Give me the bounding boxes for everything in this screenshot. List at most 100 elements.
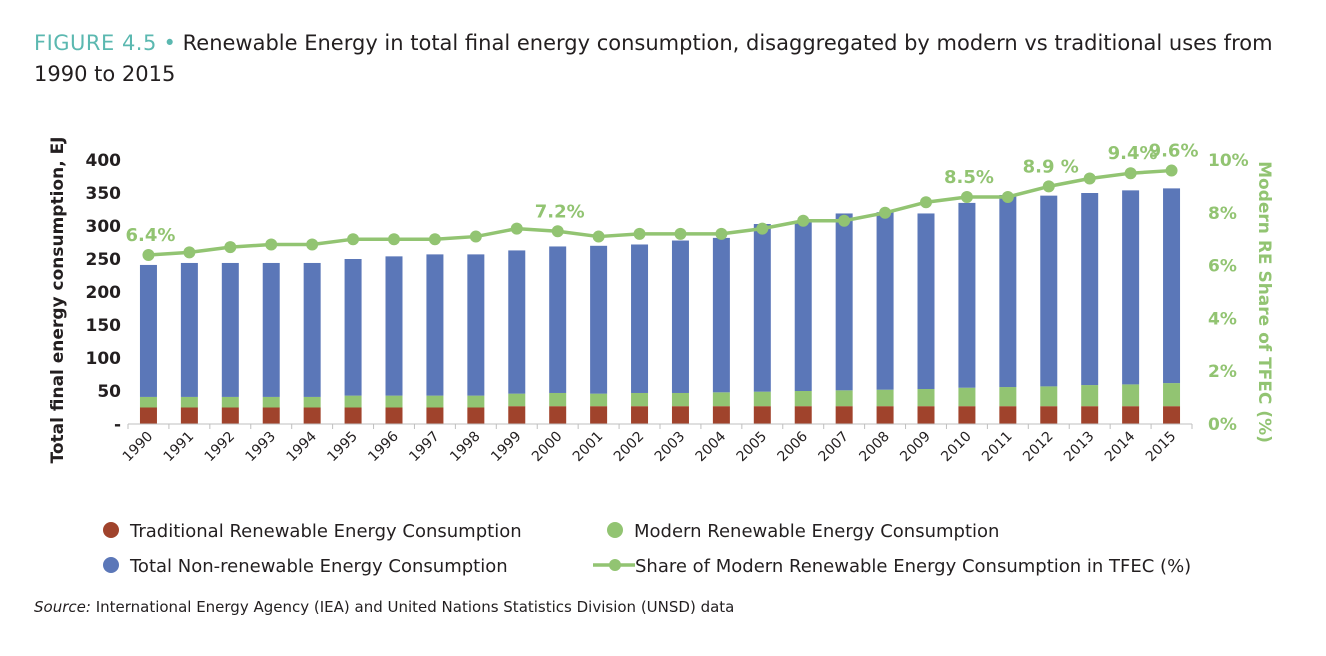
- share-point: [879, 206, 892, 219]
- x-tick-label: 2006: [775, 428, 812, 465]
- share-point: [306, 238, 319, 251]
- legend-traditional-marker: [103, 522, 119, 538]
- legend-traditional-label: Traditional Renewable Energy Consumption: [129, 521, 522, 542]
- bar-traditional: [180, 407, 198, 424]
- bar-modern: [671, 392, 689, 407]
- x-tick-label: 2014: [1102, 428, 1139, 465]
- bar-traditional: [712, 406, 730, 424]
- legend-non-renewable-marker: [103, 557, 119, 573]
- share-data-label: 7.2%: [535, 201, 585, 222]
- x-ticks: 1990 1991 1992 1993 1994 1995 1996 1997 1998 1999…: [120, 428, 1180, 465]
- x-tick-label: 2015: [1143, 429, 1180, 466]
- bar-non-renewable: [590, 245, 608, 394]
- bar-non-renewable: [876, 212, 894, 390]
- y-tick-label-left: 300: [86, 217, 122, 237]
- share-point: [674, 227, 687, 240]
- x-tick-label: 1996: [365, 428, 402, 465]
- bar-non-renewable: [221, 262, 239, 397]
- share-point: [183, 246, 196, 259]
- bar-non-renewable: [180, 262, 198, 397]
- y-tick-label-right: 8%: [1208, 204, 1237, 224]
- bar-non-renewable: [794, 220, 812, 391]
- bar-non-renewable: [467, 254, 485, 396]
- share-point: [469, 230, 482, 243]
- x-tick-label: 2011: [979, 429, 1016, 466]
- title-separator: •: [163, 31, 176, 55]
- bar-traditional: [590, 406, 608, 424]
- share-point: [756, 222, 769, 235]
- bar-modern: [876, 389, 894, 407]
- share-data-label: 9.6%: [1149, 141, 1199, 162]
- bar-non-renewable: [139, 264, 157, 397]
- bar-non-renewable: [344, 259, 362, 396]
- bar-non-renewable: [426, 254, 444, 396]
- x-tick-label: 1994: [283, 428, 320, 465]
- share-data-label: 8.5%: [944, 167, 994, 188]
- y-axis-label-right: Modern RE Share of TFEC (%): [1254, 161, 1274, 443]
- share-point: [347, 233, 360, 246]
- share-point: [715, 227, 728, 240]
- share-point: [224, 241, 237, 254]
- bar-non-renewable: [631, 244, 649, 393]
- bar-non-renewable: [999, 194, 1017, 388]
- bar-traditional: [303, 407, 321, 424]
- x-tick-label: 1999: [488, 429, 525, 466]
- x-tick-label: 1993: [243, 429, 280, 466]
- x-tick-label: 1990: [120, 429, 157, 466]
- bar-modern: [1040, 386, 1058, 407]
- bar-non-renewable: [385, 256, 403, 396]
- bar-modern: [1163, 383, 1181, 407]
- x-tick-label: 2007: [815, 429, 852, 466]
- share-point: [265, 238, 278, 251]
- x-tick-label: 2001: [570, 429, 607, 466]
- bar-traditional: [508, 406, 526, 424]
- bar-modern: [139, 396, 157, 408]
- x-tick-label: 1997: [406, 429, 443, 466]
- share-point: [1042, 180, 1055, 193]
- share-line: [142, 164, 1178, 262]
- y-tick-label-left: 50: [97, 382, 121, 402]
- bar-traditional: [385, 407, 403, 424]
- bar-traditional: [958, 406, 976, 424]
- bar-non-renewable: [917, 213, 935, 390]
- bar-traditional: [139, 407, 157, 424]
- bar-modern: [631, 392, 649, 407]
- share-point: [1124, 167, 1137, 180]
- y-tick-label-left: 400: [86, 151, 122, 171]
- share-point: [1165, 164, 1178, 177]
- bar-modern: [467, 395, 485, 408]
- bar-modern: [753, 391, 771, 407]
- bar-modern: [712, 392, 730, 407]
- x-tick-label: 1992: [202, 429, 239, 466]
- bar-modern: [1122, 384, 1140, 407]
- x-tick-label: 2005: [734, 429, 771, 466]
- bar-traditional: [549, 406, 567, 424]
- share-point: [797, 214, 810, 227]
- legend-non-renewable-label: Total Non-renewable Energy Consumption: [129, 556, 508, 577]
- x-tick-label: 2010: [938, 429, 975, 466]
- bar-modern: [221, 396, 239, 408]
- bar-traditional: [1081, 406, 1099, 424]
- y-tick-label-right: 6%: [1208, 257, 1237, 277]
- bar-non-renewable: [1122, 190, 1140, 385]
- figure-title: FIGURE 4.5 • Renewable Energy in total f…: [34, 28, 1304, 90]
- y-axis-title-right: Modern RE Share of TFEC (%): [1254, 161, 1274, 443]
- bar-traditional: [426, 407, 444, 424]
- x-tick-label: 2012: [1020, 429, 1057, 466]
- share-point: [1001, 190, 1014, 203]
- data-labels: 6.4% 7.2% 8.5% 8.9 % 9.4%9.6%: [126, 141, 1199, 246]
- share-data-label: 6.4%: [126, 225, 176, 246]
- bar-modern: [1081, 385, 1099, 407]
- bar-modern: [344, 395, 362, 408]
- bar-non-renewable: [303, 262, 321, 397]
- bar-non-renewable: [753, 224, 771, 392]
- bar-non-renewable: [835, 213, 853, 391]
- bar-modern: [385, 395, 403, 408]
- legend-share-marker: [609, 559, 621, 571]
- share-point: [510, 222, 523, 235]
- share-point: [551, 225, 564, 238]
- bar-traditional: [1163, 406, 1181, 424]
- bar-modern: [917, 389, 935, 407]
- bar-traditional: [917, 406, 935, 424]
- bar-modern: [426, 395, 444, 408]
